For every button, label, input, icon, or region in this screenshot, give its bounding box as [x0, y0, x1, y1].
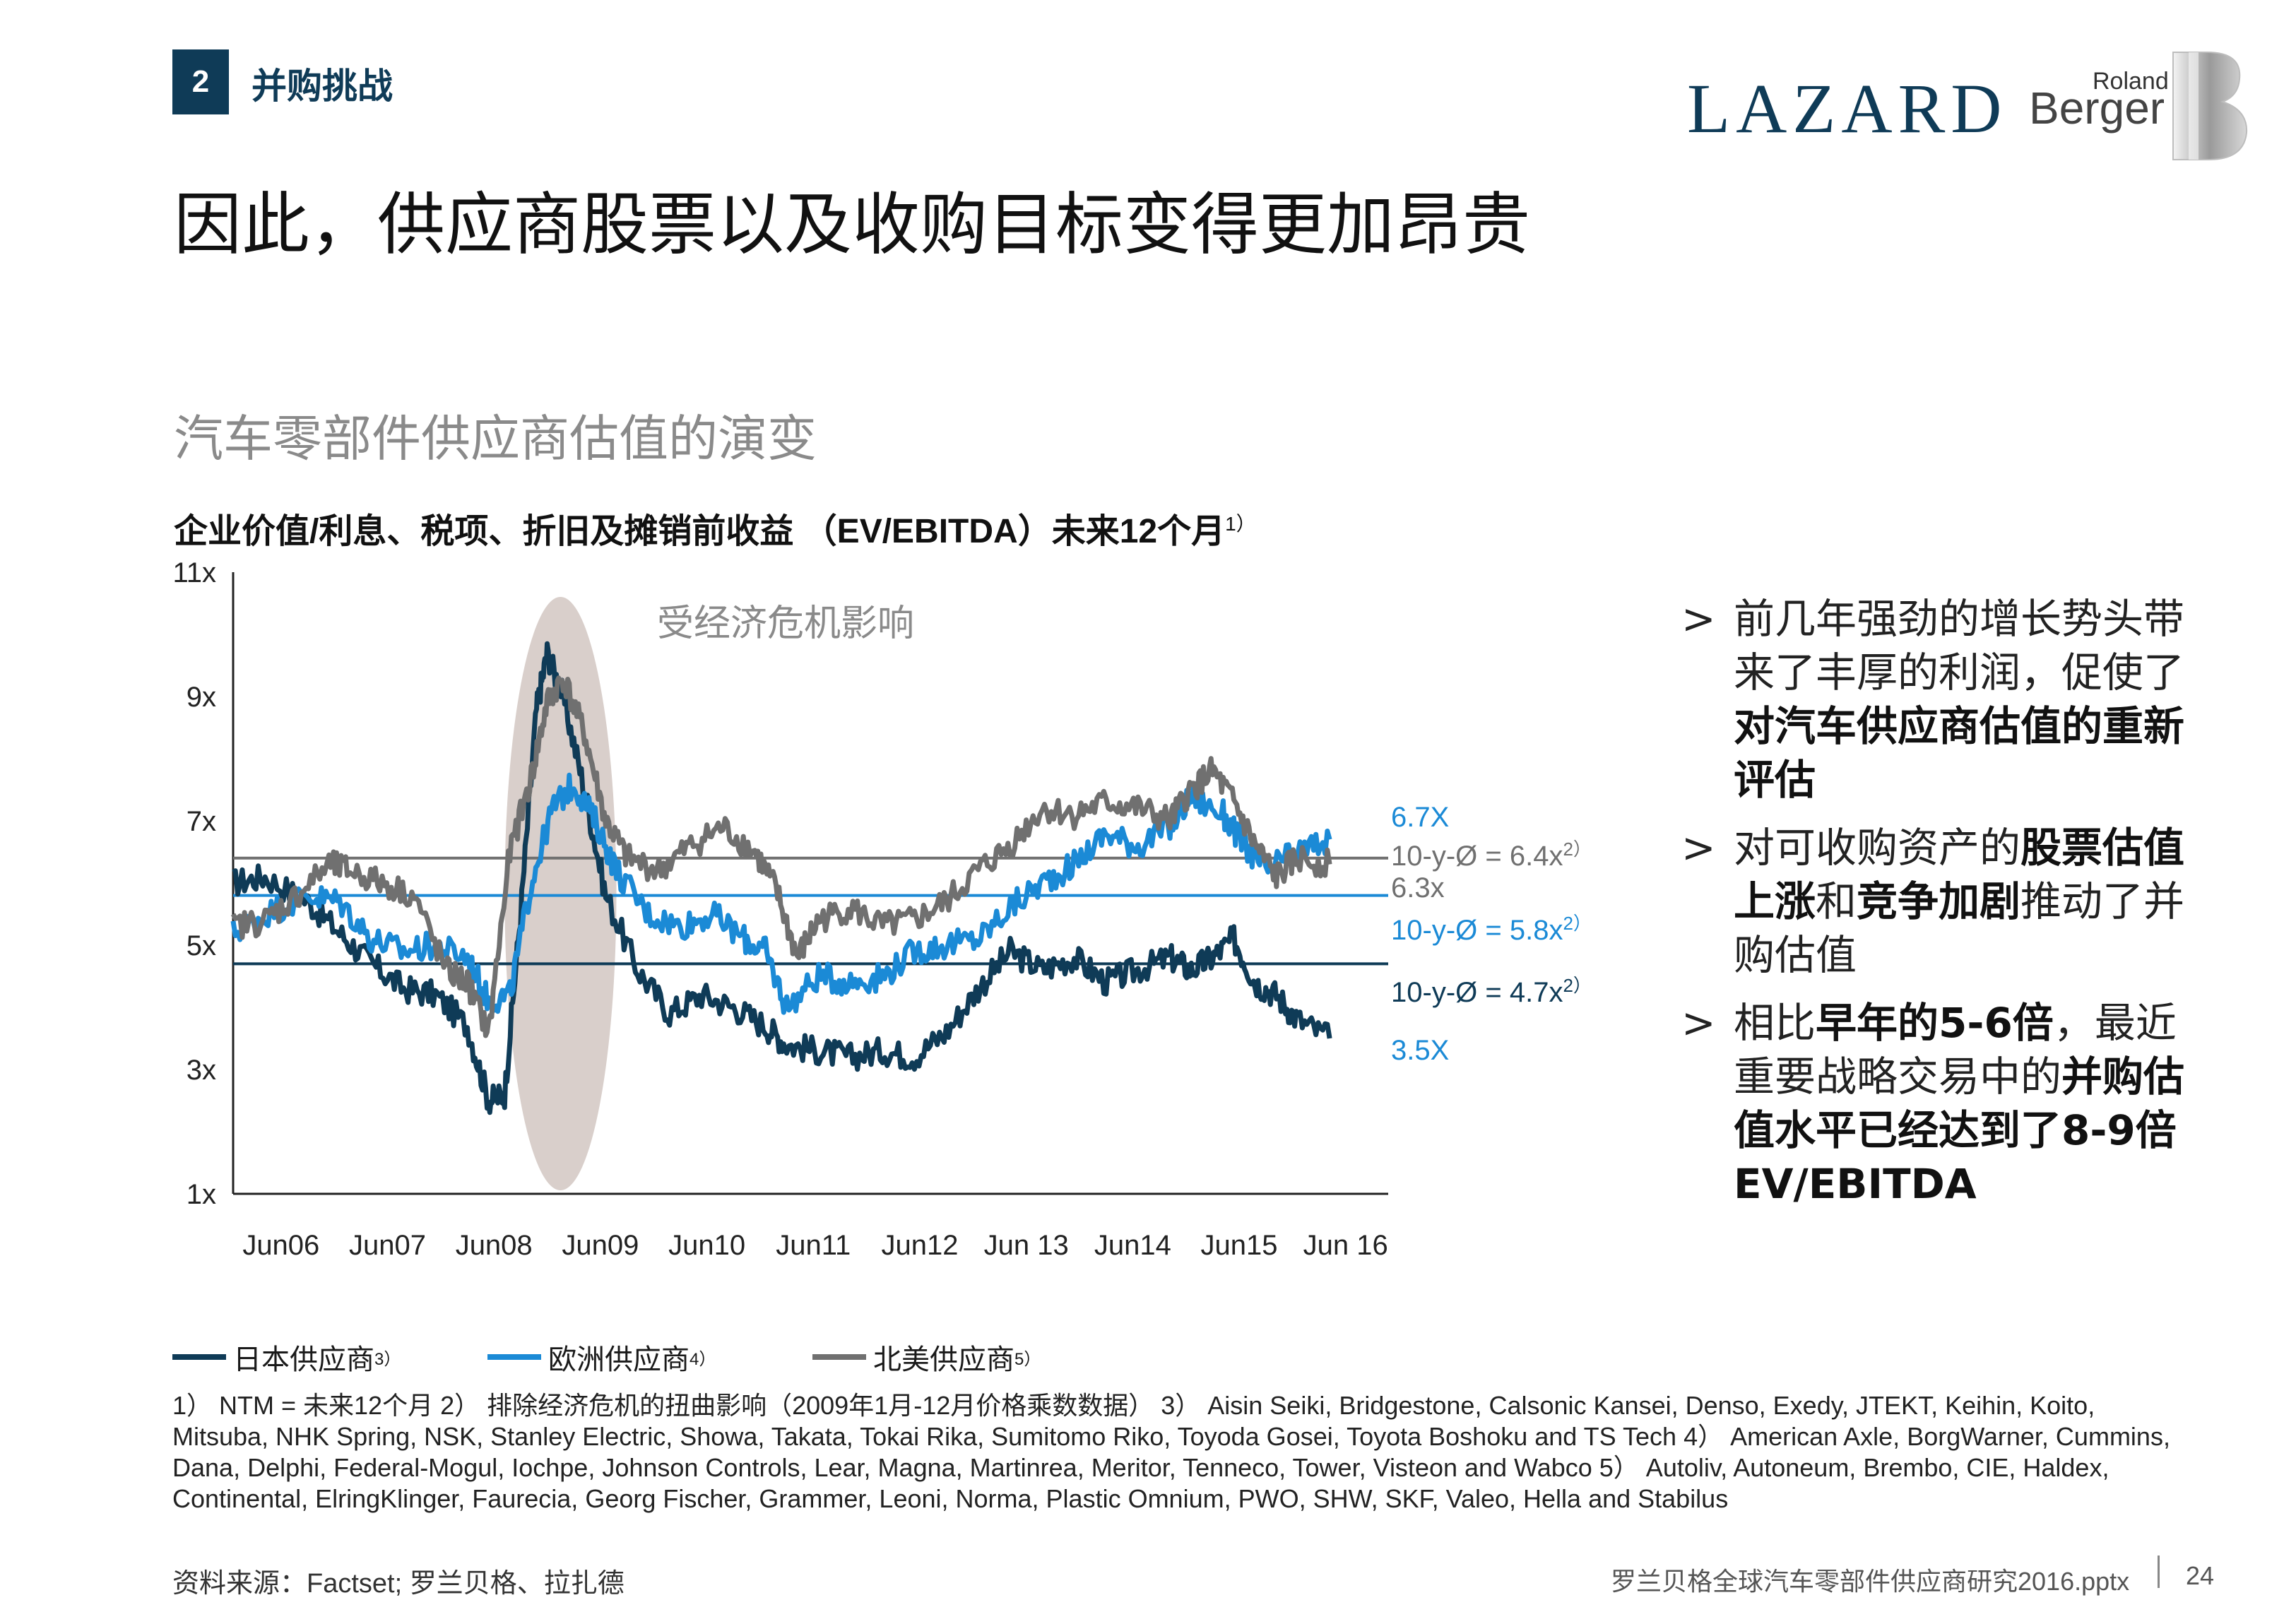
series-line	[230, 675, 1332, 1038]
bullet-text: 相比	[1734, 999, 1816, 1047]
bullet-text: 和	[1816, 877, 1857, 925]
bullet-text: ，最近重要战略交易中的	[1734, 999, 2177, 1101]
chart-label-text: 企业价值/利息、税项、折旧及摊销前收益 （EV/EBITDA）未来12个月	[174, 513, 1226, 550]
legend-item: 日本供应商 3）	[172, 1337, 401, 1377]
x-tick-label: Jun 16	[1303, 1230, 1388, 1261]
bullet-marker: >	[1681, 824, 1716, 872]
footnote-line: Continental, ElringKlinger, Faurecia, Ge…	[172, 1484, 1729, 1513]
bullet-marker: >	[1681, 999, 1716, 1047]
legend-swatch	[812, 1354, 866, 1360]
x-tick-label: Jun 13	[984, 1230, 1069, 1261]
legend-swatch	[487, 1354, 541, 1360]
page-title: 因此，供应商股票以及收购目标变得更加昂贵	[174, 185, 1530, 264]
bullet-text: 前几年强劲的增长势头带来了丰厚的利润，促使了	[1734, 595, 2185, 697]
legend-sup: 3）	[374, 1349, 401, 1369]
chart-subtitle: 汽车零部件供应商估值的演变	[174, 410, 817, 468]
reference-line-label: 10-y-Ø = 5.8x2）	[1391, 913, 1592, 946]
legend-label: 日本供应商	[233, 1344, 374, 1375]
x-tick-label: Jun07	[349, 1230, 426, 1261]
reference-line-sup: 2）	[1563, 975, 1591, 996]
roland-berger-b-icon	[2172, 52, 2248, 160]
x-tick-label: Jun09	[562, 1230, 639, 1261]
reference-line-label: 10-y-Ø = 4.7x2）	[1391, 975, 1592, 1008]
x-tick-label: Jun15	[1201, 1230, 1278, 1261]
legend-sup: 5）	[1014, 1349, 1041, 1369]
y-tick-label: 11x	[172, 557, 216, 588]
section-title: 并购挑战	[252, 66, 393, 106]
bullet-emphasis: 并购估值水平已经达到了8-9倍EV/EBITDA	[1734, 1053, 2185, 1208]
bullet-emphasis: 对汽车供应商估值的重新评估	[1734, 702, 2185, 804]
end-value-label: 6.3x	[1391, 872, 1445, 903]
legend-item: 欧洲供应商 4）	[487, 1337, 716, 1377]
x-tick-label: Jun14	[1094, 1230, 1171, 1261]
bullet-emphasis: 早年的5-6倍	[1816, 999, 2054, 1047]
legend-label: 欧洲供应商	[548, 1344, 690, 1375]
x-tick-label: Jun08	[456, 1230, 533, 1261]
x-tick-label: Jun06	[242, 1230, 319, 1261]
legend-label: 北美供应商	[873, 1344, 1014, 1375]
bullet-marker: >	[1681, 595, 1716, 643]
legend-swatch	[172, 1354, 226, 1360]
series-line	[230, 772, 1332, 1015]
reference-line-label: 10-y-Ø = 6.4x2）	[1391, 838, 1592, 872]
legend-item: 北美供应商 5）	[812, 1337, 1041, 1377]
footnotes: 1） NTM = 未来12个月 2） 排除经济危机的扭曲影响（2009年1月-1…	[172, 1390, 2172, 1515]
page-number: 24	[2186, 1561, 2215, 1590]
y-tick-label: 1x	[187, 1179, 216, 1210]
bullet-text: 推动了并购估值	[1734, 877, 2185, 979]
bullet-item: > 前几年强劲的增长势头带来了丰厚的利润，促使了对汽车供应商估值的重新评估	[1681, 592, 2190, 807]
reference-line-sup: 2）	[1563, 838, 1591, 860]
crisis-annotation: 受经济危机影响	[657, 603, 914, 644]
roland-logo-text: Roland	[2093, 68, 2169, 95]
footer-filename: 罗兰贝格全球汽车零部件供应商研究2016.pptx	[1611, 1567, 2130, 1596]
x-tick-label: Jun11	[776, 1230, 851, 1261]
y-tick-label: 9x	[187, 682, 216, 713]
y-tick-label: 7x	[187, 806, 216, 837]
chart-label: 企业价值/利息、税项、折旧及摊销前收益 （EV/EBITDA）未来12个月1）	[174, 503, 1256, 552]
x-tick-label: Jun12	[881, 1230, 958, 1261]
footer-divider	[2158, 1555, 2160, 1588]
key-takeaways: > 前几年强劲的增长势头带来了丰厚的利润，促使了对汽车供应商估值的重新评估 > 对可收…	[1681, 592, 2190, 1225]
end-value-label: 3.5X	[1391, 1035, 1449, 1066]
bullet-emphasis: 竞争加剧	[1857, 877, 2021, 925]
series-line	[232, 641, 1332, 1115]
y-tick-label: 3x	[187, 1055, 216, 1086]
end-value-label: 6.7X	[1391, 802, 1449, 833]
x-tick-label: Jun10	[668, 1230, 745, 1261]
bullet-item: > 对可收购资产的股票估值上涨和竞争加剧推动了并购估值	[1681, 821, 2190, 982]
bullet-text: 对可收购资产的	[1734, 824, 2021, 872]
reference-line-sup: 2）	[1563, 913, 1591, 934]
legend-sup: 4）	[690, 1349, 716, 1369]
bullet-item: > 相比早年的5-6倍，最近重要战略交易中的并购估值水平已经达到了8-9倍EV/E…	[1681, 996, 2190, 1211]
bullet-emphasis: 股票估值上涨	[1734, 824, 2185, 925]
chart-label-sup: 1）	[1225, 513, 1256, 535]
source-note: 资料来源：Factset; 罗兰贝格、拉扎德	[172, 1569, 625, 1599]
berger-logo-text: Berger	[2029, 83, 2165, 134]
section-number: 2	[172, 49, 229, 114]
y-tick-label: 5x	[187, 930, 216, 961]
lazard-logo: LAZARD	[1687, 69, 2008, 148]
footnote-line: 1） NTM = 未来12个月 2） 排除经济危机的扭曲影响（2009年1月-1…	[172, 1391, 2170, 1482]
